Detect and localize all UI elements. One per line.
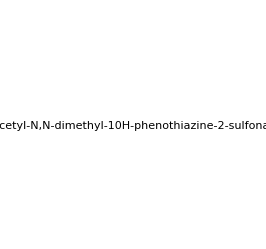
Text: 10-Acetyl-N,N-dimethyl-10H-phenothiazine-2-sulfonamide: 10-Acetyl-N,N-dimethyl-10H-phenothiazine… xyxy=(0,121,266,131)
